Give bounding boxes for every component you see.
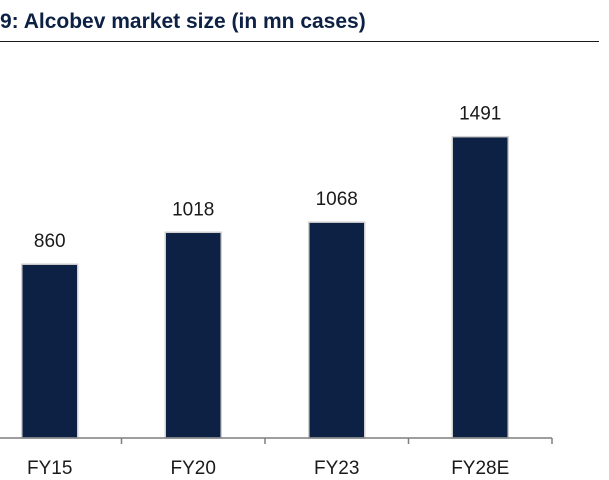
chart-title: 9: Alcobev market size (in mn cases)	[0, 10, 366, 33]
bar-fy23	[308, 221, 366, 439]
bar-fy15	[21, 263, 79, 439]
data-label-fy28e: 1491	[459, 104, 501, 125]
tick-label-fy28e: FY28E	[451, 458, 509, 479]
tick-label-fy20: FY20	[171, 458, 216, 479]
bars-layer	[21, 135, 509, 439]
title-rule	[0, 41, 599, 42]
tick-label-fy23: FY23	[314, 458, 359, 479]
x-axis	[0, 437, 553, 444]
bar-fy28e	[451, 135, 509, 439]
bar-fy20	[164, 231, 222, 439]
data-label-fy20: 1018	[172, 199, 214, 220]
tick-label-fy15: FY15	[27, 458, 72, 479]
labels-layer: 860 FY15 1018 FY20 1068 FY23 1491 FY28E	[27, 104, 509, 479]
data-label-fy23: 1068	[316, 189, 358, 210]
data-label-fy15: 860	[34, 231, 66, 252]
